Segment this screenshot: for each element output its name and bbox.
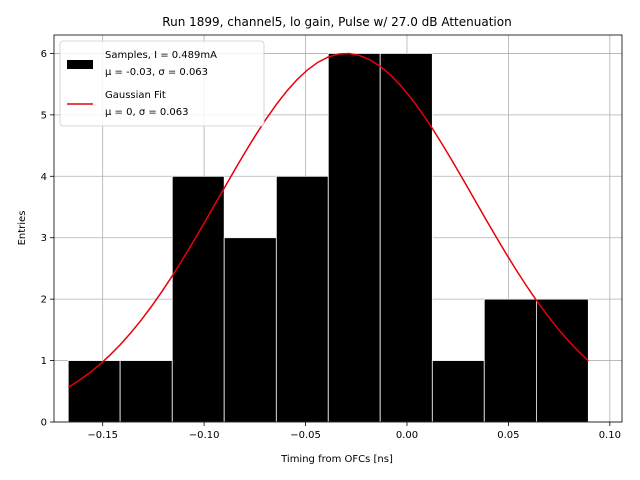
legend-box [59,40,265,127]
chart-title: Run 1899, channel5, lo gain, Pulse w/ 27… [162,15,511,29]
x-tick-label: −0.10 [189,430,220,441]
histogram-bar [223,237,277,423]
histogram-bar [483,298,537,423]
x-tick-label: 0.10 [599,430,621,441]
legend: Samples, I = 0.489mA μ = -0.03, σ = 0.06… [59,40,265,127]
gaussian-fit [67,52,589,388]
x-tick-label: 0.00 [396,430,418,441]
y-tick-label: 3 [41,233,47,244]
x-axis-label: Timing from OFCs [ns] [280,454,393,465]
legend-samples-swatch [67,60,93,69]
legend-fit-label: Gaussian Fit [105,90,166,101]
y-axis-ticks: 0 1 2 3 4 5 6 [41,49,54,429]
histogram-bar [171,175,225,423]
histogram-bar [535,298,589,423]
y-tick-label: 0 [41,418,47,429]
x-tick-label: 0.05 [497,430,519,441]
y-axis-label: Entries [17,211,28,246]
y-tick-label: 2 [41,295,47,306]
histogram-bar [275,175,329,423]
y-tick-label: 1 [41,356,47,367]
legend-samples-stats: μ = -0.03, σ = 0.063 [105,67,208,78]
y-tick-label: 6 [41,49,47,60]
histogram-bars [67,53,589,423]
histogram-bar [327,53,381,423]
gaussian-fit-line [67,52,589,388]
x-axis-ticks: −0.15 −0.10 −0.05 0.00 0.05 0.10 [87,422,621,441]
x-tick-label: −0.05 [290,430,321,441]
histogram-bar [431,360,485,423]
legend-fit-stats: μ = 0, σ = 0.063 [105,107,189,118]
y-tick-label: 4 [41,172,47,183]
y-tick-label: 5 [41,110,47,121]
x-tick-label: −0.15 [87,430,118,441]
legend-samples-label: Samples, I = 0.489mA [105,50,217,61]
plot-frame [53,34,623,423]
histogram-bar [119,360,173,423]
histogram-bar [379,53,433,423]
